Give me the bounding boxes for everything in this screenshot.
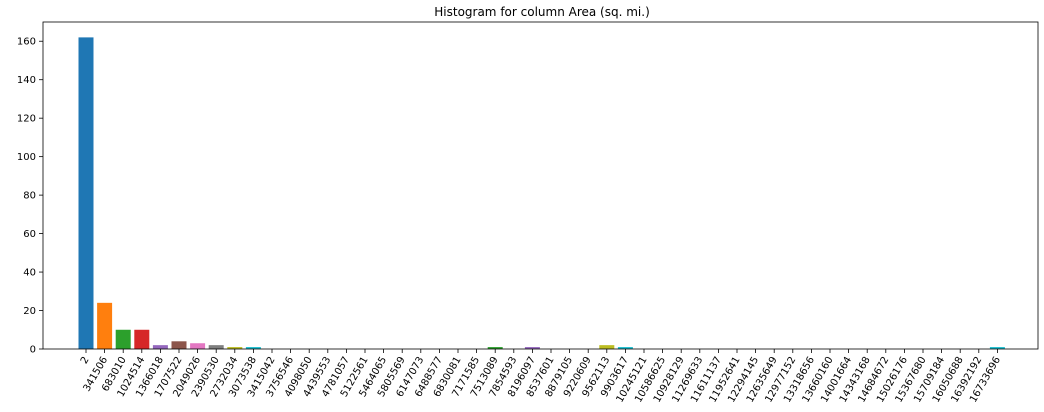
bar: [208, 345, 224, 349]
bar: [190, 343, 206, 349]
x-axis: 2341506683010102451413660181707522204902…: [79, 349, 1003, 405]
bar: [617, 347, 633, 349]
y-tick-label: 60: [23, 229, 36, 240]
bar: [989, 347, 1005, 349]
y-tick-label: 0: [30, 345, 36, 356]
y-tick-label: 120: [17, 114, 36, 125]
bar: [245, 347, 261, 349]
bar: [152, 345, 168, 349]
y-tick-label: 20: [23, 306, 36, 317]
bar: [78, 37, 94, 349]
bar: [524, 347, 540, 349]
y-tick-label: 140: [17, 75, 36, 86]
bar: [97, 302, 113, 349]
chart-title: Histogram for column Area (sq. mi.): [434, 5, 650, 19]
y-axis: 0 20 40 60 80 100 120 140 160: [17, 37, 43, 356]
y-tick-label: 80: [23, 191, 36, 202]
y-tick-label: 40: [23, 268, 36, 279]
bar: [599, 345, 615, 349]
bar: [227, 347, 243, 349]
bars: [78, 37, 1005, 349]
y-tick-label: 160: [17, 37, 36, 48]
bar: [171, 341, 187, 349]
x-tick-label: 2: [79, 355, 92, 366]
bar: [487, 347, 503, 349]
bar: [134, 329, 150, 349]
bar: [115, 329, 131, 349]
y-tick-label: 100: [17, 152, 36, 163]
plot-frame: [42, 21, 1039, 350]
